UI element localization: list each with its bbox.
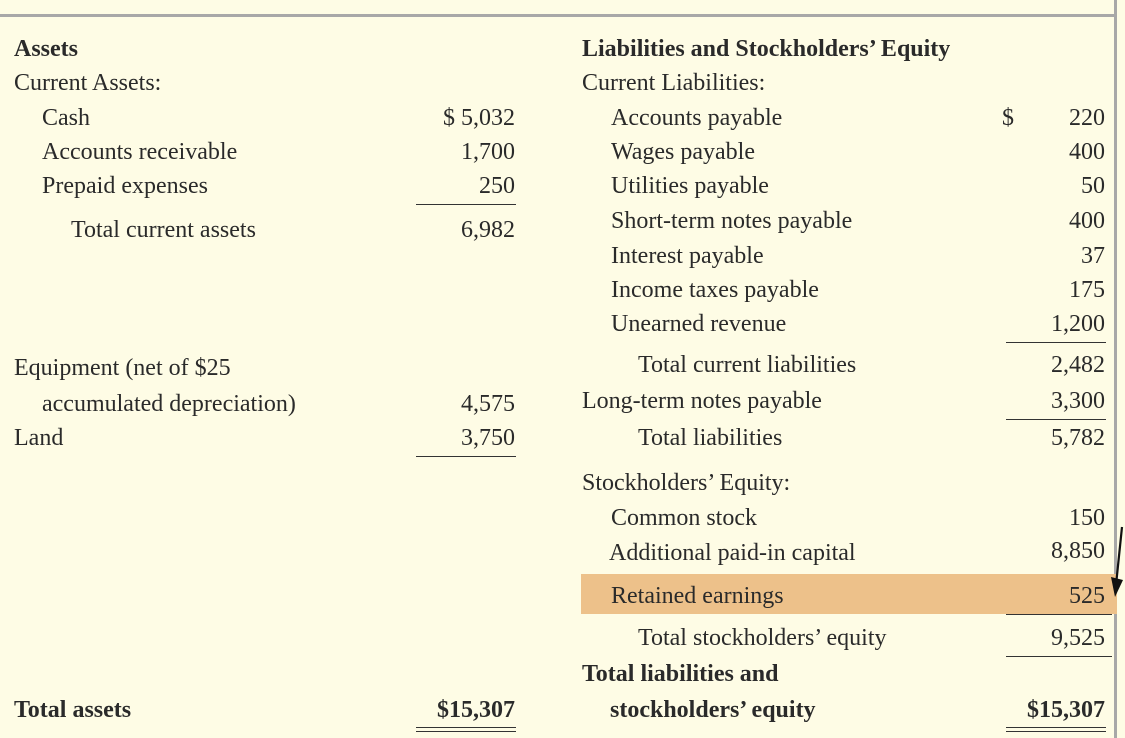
- income-taxes-payable-label: Income taxes payable: [611, 277, 819, 303]
- long-term-underline: [1006, 419, 1106, 420]
- land-underline: [416, 456, 516, 457]
- short-term-notes-value: 400: [1069, 208, 1105, 234]
- common-stock-label: Common stock: [611, 505, 758, 531]
- wages-payable-value: 400: [1069, 139, 1105, 165]
- accounts-receivable-value: 1,700: [461, 139, 515, 165]
- total-assets-double-underline: [416, 727, 516, 732]
- grand-total-double-underline: [1006, 727, 1106, 732]
- prepaid-expenses-value: 250: [479, 173, 515, 199]
- current-liabilities-heading: Current Liabilities:: [582, 70, 766, 96]
- total-current-assets-label: Total current assets: [71, 217, 256, 243]
- accounts-receivable-label: Accounts receivable: [42, 139, 238, 165]
- cash-value: $ 5,032: [443, 105, 515, 131]
- total-current-liabilities-label: Total current liabilities: [638, 352, 857, 378]
- equipment-label-line1: Equipment (net of $25: [14, 355, 231, 381]
- total-assets-value: $15,307: [437, 697, 515, 723]
- assets-heading: Assets: [14, 36, 78, 62]
- grand-total-label-line1: Total liabilities and: [582, 661, 779, 687]
- current-assets-underline: [416, 204, 516, 205]
- unearned-revenue-value: 1,200: [1051, 311, 1105, 337]
- liabilities-dollar-sign: $: [1002, 105, 1014, 131]
- retained-earnings-label: Retained earnings: [611, 583, 784, 609]
- total-liabilities-value: 5,782: [1051, 425, 1105, 451]
- liabilities-equity-heading: Liabilities and Stockholders’ Equity: [582, 36, 951, 62]
- utilities-payable-label: Utilities payable: [611, 173, 769, 199]
- utilities-payable-value: 50: [1081, 173, 1105, 199]
- prepaid-expenses-label: Prepaid expenses: [42, 173, 208, 199]
- stockholders-equity-heading: Stockholders’ Equity:: [582, 470, 791, 496]
- grand-total-value: $15,307: [1027, 697, 1105, 723]
- current-assets-heading: Current Assets:: [14, 70, 162, 96]
- apic-label: Additional paid-in capital: [609, 540, 856, 566]
- equipment-label-line2: accumulated depreciation): [42, 391, 296, 417]
- common-stock-value: 150: [1069, 505, 1105, 531]
- total-stockholders-equity-value: 9,525: [1051, 625, 1105, 651]
- income-taxes-payable-value: 175: [1069, 277, 1105, 303]
- arrow-pointer-icon: [1111, 526, 1124, 597]
- long-term-notes-label: Long-term notes payable: [582, 388, 822, 414]
- equity-underline: [1006, 614, 1112, 615]
- wages-payable-label: Wages payable: [611, 139, 755, 165]
- short-term-notes-label: Short-term notes payable: [611, 208, 853, 234]
- grand-total-label-line2: stockholders’ equity: [610, 697, 816, 723]
- retained-earnings-value: 525: [1069, 583, 1105, 609]
- total-assets-label: Total assets: [14, 697, 132, 723]
- interest-payable-label: Interest payable: [611, 243, 764, 269]
- unearned-revenue-label: Unearned revenue: [611, 311, 787, 337]
- total-stockholders-equity-label: Total stockholders’ equity: [638, 625, 887, 651]
- equipment-value: 4,575: [461, 391, 515, 417]
- total-liabilities-label: Total liabilities: [638, 425, 783, 451]
- accounts-payable-label: Accounts payable: [611, 105, 783, 131]
- cash-label: Cash: [42, 105, 90, 131]
- land-value: 3,750: [461, 425, 515, 451]
- retained-earnings-highlight: [581, 574, 1117, 614]
- apic-value: 8,850: [1051, 538, 1105, 564]
- interest-payable-value: 37: [1081, 243, 1105, 269]
- total-current-assets-value: 6,982: [461, 217, 515, 243]
- total-current-liabilities-value: 2,482: [1051, 352, 1105, 378]
- right-border: [1114, 0, 1117, 738]
- total-equity-underline: [1006, 656, 1112, 657]
- land-label: Land: [14, 425, 64, 451]
- top-border: [0, 14, 1116, 17]
- current-liabilities-underline: [1006, 342, 1106, 343]
- accounts-payable-value: 220: [1069, 105, 1105, 131]
- long-term-notes-value: 3,300: [1051, 388, 1105, 414]
